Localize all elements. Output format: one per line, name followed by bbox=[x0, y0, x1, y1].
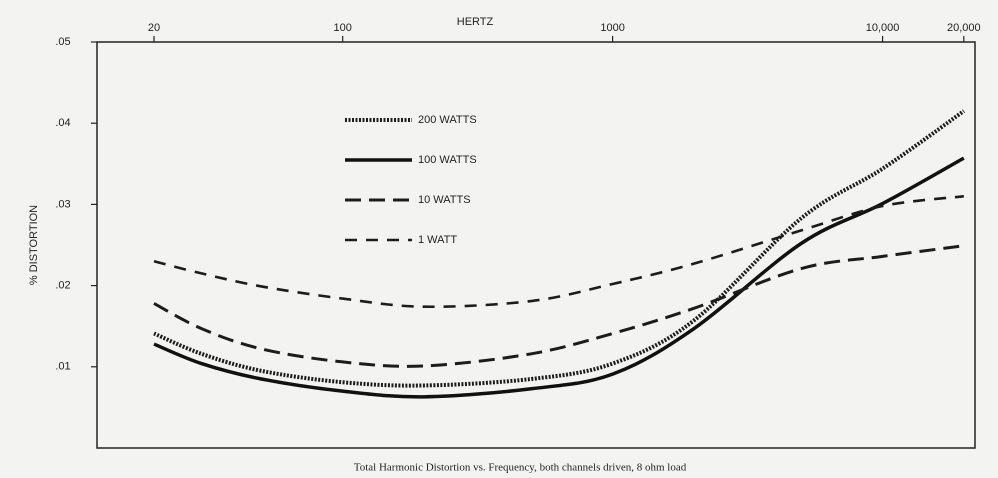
legend-label: 1 WATT bbox=[418, 234, 457, 246]
legend-label: 200 WATTS bbox=[418, 114, 477, 126]
x-tick-label: 20 bbox=[148, 22, 160, 34]
y-axis-label: % DISTORTION bbox=[28, 205, 40, 285]
y-tick-label: .01 bbox=[55, 361, 70, 373]
legend-label: 100 WATTS bbox=[418, 154, 477, 166]
x-tick-label: 20,000 bbox=[947, 22, 981, 34]
caption: Total Harmonic Distortion vs. Frequency,… bbox=[354, 462, 687, 474]
y-tick-label: .02 bbox=[55, 280, 70, 292]
x-tick-label: 100 bbox=[333, 22, 351, 34]
plot-frame bbox=[96, 41, 976, 449]
y-tick-label: .04 bbox=[55, 117, 70, 129]
x-tick-label: 1000 bbox=[600, 22, 624, 34]
y-tick-label: .03 bbox=[55, 198, 70, 210]
series-line bbox=[153, 244, 965, 368]
x-axis-label: HERTZ bbox=[457, 16, 494, 28]
x-tick-label: 10,000 bbox=[866, 22, 900, 34]
legend-label: 10 WATTS bbox=[418, 194, 471, 206]
series-line bbox=[153, 156, 965, 399]
y-tick-label: .05 bbox=[55, 36, 70, 48]
series-line bbox=[153, 194, 964, 309]
series-line bbox=[153, 109, 965, 388]
